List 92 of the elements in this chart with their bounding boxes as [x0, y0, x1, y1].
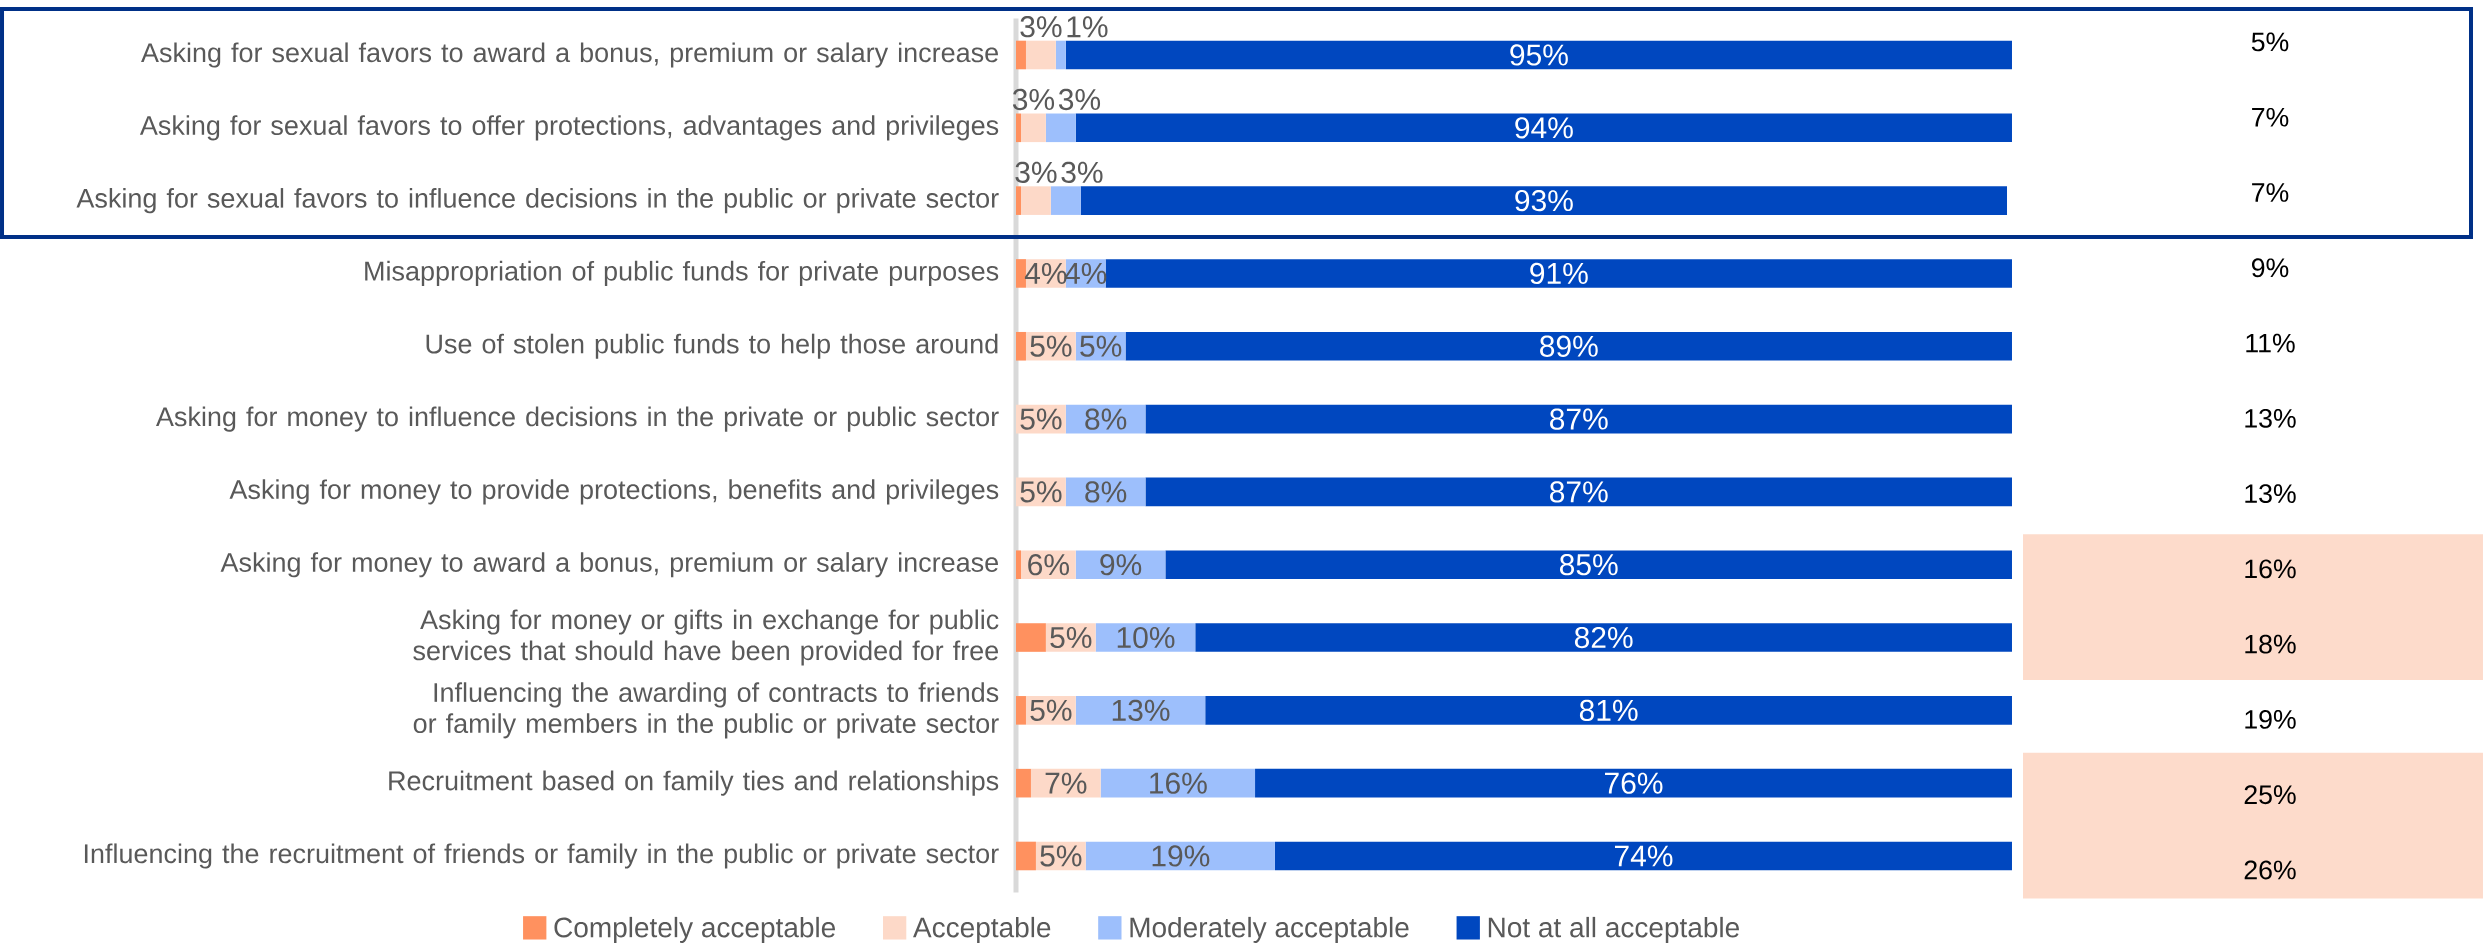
bar [1085, 841, 1275, 871]
bar [1145, 404, 2012, 434]
data-label: 16% [1150, 772, 1207, 794]
data-label: 5% [1020, 408, 1062, 430]
y-tick-label: Asking for money to award a bonus, premium or salary increase [220, 552, 998, 578]
y-tick-label: Use of stolen public funds to help those around [426, 333, 998, 359]
bar [1016, 841, 1036, 871]
data-label: 76% [1605, 772, 1663, 794]
data-label: 91% [1530, 262, 1588, 285]
bar [1016, 259, 1026, 288]
text: 19% [2245, 710, 2296, 729]
data-label: 3% [1061, 161, 1103, 183]
text: 26% [2244, 860, 2296, 880]
data-label: 95% [1510, 44, 1568, 66]
bar [1145, 477, 2012, 507]
data-label: 9% [1100, 554, 1142, 576]
data-label: 3% [1020, 16, 1062, 38]
y-tick-label: Asking for sexual favors to offer protections, advantages and privileges [139, 115, 999, 141]
text: 18% [2245, 634, 2296, 654]
data-label: 3% [1012, 88, 1055, 111]
text: 13% [2245, 408, 2296, 428]
bar [1016, 40, 1026, 70]
bar [1105, 259, 2012, 288]
bar [1075, 113, 2012, 143]
data-label: 10% [1117, 626, 1175, 649]
legend-label: Completely acceptable [554, 916, 835, 943]
text: 16% [2245, 559, 2296, 579]
data-label: 5% [1080, 335, 1122, 357]
data-label: 19% [1152, 845, 1210, 867]
text: 5% [2251, 32, 2289, 52]
bar [1205, 696, 2012, 725]
data-label: 3% [1015, 161, 1057, 183]
bar [1025, 40, 1056, 70]
bar [1080, 186, 2008, 215]
y-tick-label: Recruitment based on family ties and relationships [389, 770, 999, 796]
y-tick-label: Asking for money to influence decisions in the private or public sector [155, 406, 999, 432]
bar [1274, 841, 2012, 871]
bar [1016, 768, 1031, 798]
data-label: 5% [1050, 626, 1092, 649]
data-label: 87% [1550, 481, 1608, 503]
bar [1020, 186, 1051, 215]
bar [1165, 550, 2012, 580]
data-label: 94% [1515, 117, 1573, 139]
bar [1016, 696, 1026, 725]
bar [1020, 113, 1046, 143]
data-label: 93% [1515, 189, 1573, 212]
legend-label: Not at all acceptable [1488, 916, 1739, 943]
y-tick-label: Asking for sexual favors to influence decisions in the public or private sector [76, 188, 999, 214]
data-label: 87% [1550, 408, 1608, 430]
bar [1016, 331, 1026, 361]
data-label: 74% [1614, 845, 1673, 867]
data-label: 85% [1559, 554, 1618, 576]
y-tick-label: Asking for sexual favors to award a bonus, premium or salary increase [141, 42, 998, 68]
bar [1125, 331, 2012, 361]
data-label: 89% [1540, 335, 1598, 357]
bar [1195, 623, 2012, 652]
text: 13% [2245, 484, 2296, 504]
text: 7% [2252, 107, 2289, 127]
legend-label: Moderately acceptable [1130, 916, 1409, 943]
bar [1016, 550, 1021, 580]
data-label: 5% [1030, 335, 1072, 357]
data-label: 81% [1579, 699, 1638, 721]
data-label: 7% [1045, 772, 1087, 794]
data-label: 82% [1574, 626, 1633, 649]
data-label: 6% [1028, 554, 1069, 576]
bar [1016, 186, 1021, 215]
bar [1075, 696, 1206, 725]
bar [1045, 113, 1076, 143]
y-tick-label: Asking for money to provide protections, benefits and privileges [229, 479, 999, 505]
data-label: 3% [1058, 88, 1101, 111]
text: 9% [2251, 258, 2289, 278]
data-label: 5% [1020, 481, 1062, 503]
y-tick-label: Influencing the recruitment of friends or family in the public or private sector [84, 843, 999, 869]
text: 25% [2244, 785, 2296, 805]
bar [1055, 40, 1066, 70]
data-label: 5% [1030, 699, 1072, 721]
legend-label: Acceptable [913, 916, 1051, 943]
bar [1065, 40, 2012, 70]
data-label: 5% [1040, 845, 1082, 867]
data-label: 1% [1067, 16, 1108, 38]
bar [1050, 186, 1081, 215]
data-label: 13% [1112, 699, 1170, 721]
data-label: 8% [1085, 481, 1127, 503]
y-tick-label: Influencing the awarding of contracts to friends or family members in the public or private sector [413, 682, 999, 739]
bar [1016, 113, 1021, 143]
bar [1016, 623, 1046, 652]
text: 11% [2246, 333, 2295, 353]
bar [1255, 768, 2012, 798]
y-tick-label: Misappropriation of public funds for private purposes [365, 260, 999, 287]
text: 7% [2252, 183, 2289, 202]
data-label: 8% [1085, 408, 1127, 430]
y-tick-label: Asking for money or gifts in exchange for public services that should have been provided for free [413, 609, 999, 666]
